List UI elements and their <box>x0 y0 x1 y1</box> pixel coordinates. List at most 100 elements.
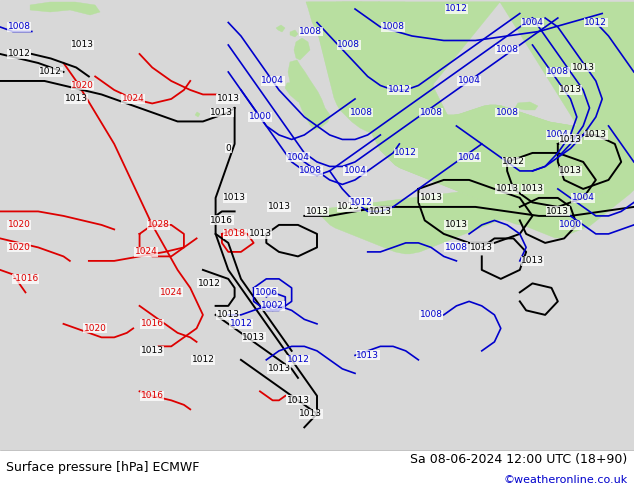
Text: 1004: 1004 <box>547 130 569 140</box>
Text: 1020: 1020 <box>8 220 30 229</box>
Polygon shape <box>306 2 500 18</box>
Text: 1013: 1013 <box>521 184 544 194</box>
Text: 1013: 1013 <box>141 346 164 355</box>
Text: 1013: 1013 <box>249 229 271 239</box>
Polygon shape <box>290 30 298 37</box>
Text: Surface pressure [hPa] ECMWF: Surface pressure [hPa] ECMWF <box>6 462 200 474</box>
Text: 1004: 1004 <box>572 194 595 202</box>
Text: 1012: 1012 <box>287 355 309 365</box>
Text: 1012: 1012 <box>394 148 417 157</box>
Polygon shape <box>306 2 634 254</box>
Polygon shape <box>30 2 100 15</box>
Text: 1020: 1020 <box>71 81 94 90</box>
Polygon shape <box>412 70 634 190</box>
Text: 1013: 1013 <box>217 95 240 103</box>
Polygon shape <box>378 2 634 220</box>
Text: 1016: 1016 <box>141 392 164 400</box>
Text: 1013: 1013 <box>71 41 94 49</box>
Text: 1013: 1013 <box>299 409 322 418</box>
Polygon shape <box>500 2 634 190</box>
Polygon shape <box>418 62 452 136</box>
Polygon shape <box>294 38 310 60</box>
Polygon shape <box>520 116 536 138</box>
Text: 1013: 1013 <box>356 351 379 360</box>
Text: 1024: 1024 <box>160 288 183 297</box>
Text: 1018: 1018 <box>223 229 246 239</box>
Text: 1004: 1004 <box>458 76 481 85</box>
Text: 1013: 1013 <box>496 184 519 194</box>
Text: 1004: 1004 <box>261 76 284 85</box>
Text: 1008: 1008 <box>496 108 519 117</box>
Polygon shape <box>552 134 588 165</box>
Text: 1013: 1013 <box>559 167 582 175</box>
Polygon shape <box>402 102 410 115</box>
Text: 1008: 1008 <box>350 108 373 117</box>
Text: 1002: 1002 <box>261 301 284 310</box>
Text: 1012: 1012 <box>502 157 525 167</box>
Text: -1016: -1016 <box>12 274 39 283</box>
Text: 1012: 1012 <box>585 18 607 27</box>
Text: 1013: 1013 <box>420 194 443 202</box>
Text: 1013: 1013 <box>242 333 265 342</box>
Text: 1008: 1008 <box>420 310 443 319</box>
Text: 1013: 1013 <box>559 135 582 144</box>
Text: 1016: 1016 <box>210 216 233 225</box>
Text: 0: 0 <box>226 144 231 153</box>
Text: 1013: 1013 <box>369 207 392 216</box>
Text: 1013: 1013 <box>306 207 328 216</box>
Polygon shape <box>308 2 387 132</box>
Text: 1020: 1020 <box>84 324 107 333</box>
Text: 1008: 1008 <box>8 23 30 31</box>
Polygon shape <box>195 112 200 117</box>
Text: ©weatheronline.co.uk: ©weatheronline.co.uk <box>503 475 628 485</box>
Text: 1013: 1013 <box>559 85 582 95</box>
Text: 1013: 1013 <box>217 310 240 319</box>
Text: 1008: 1008 <box>382 23 404 31</box>
Polygon shape <box>288 60 330 130</box>
Text: 1020: 1020 <box>8 243 30 252</box>
Text: 1013: 1013 <box>337 202 360 211</box>
Polygon shape <box>276 25 285 32</box>
Text: 1024: 1024 <box>122 95 145 103</box>
Text: 1008: 1008 <box>337 41 360 49</box>
Text: 1013: 1013 <box>268 202 290 211</box>
Text: 1008: 1008 <box>299 167 322 175</box>
Text: 1013: 1013 <box>223 194 246 202</box>
Text: 1016: 1016 <box>141 319 164 328</box>
Polygon shape <box>336 2 420 112</box>
Text: 1004: 1004 <box>521 18 544 27</box>
Text: 1008: 1008 <box>420 108 443 117</box>
Text: 1013: 1013 <box>547 207 569 216</box>
Text: 1012: 1012 <box>445 4 468 14</box>
Text: 1012: 1012 <box>388 85 411 95</box>
Text: 1013: 1013 <box>470 243 493 252</box>
Text: 1008: 1008 <box>547 68 569 76</box>
Polygon shape <box>428 52 440 62</box>
Text: 1013: 1013 <box>268 365 290 373</box>
Text: 1024: 1024 <box>134 247 157 256</box>
Polygon shape <box>515 102 538 110</box>
Text: Sa 08-06-2024 12:00 UTC (18+90): Sa 08-06-2024 12:00 UTC (18+90) <box>410 453 628 466</box>
Text: 1000: 1000 <box>249 112 271 122</box>
Text: 1008: 1008 <box>496 45 519 54</box>
Text: 1013: 1013 <box>445 220 468 229</box>
Text: 1000: 1000 <box>559 220 582 229</box>
Text: 1004: 1004 <box>458 153 481 162</box>
Text: 1013: 1013 <box>521 256 544 266</box>
Text: 1012: 1012 <box>191 355 214 365</box>
Text: 1006: 1006 <box>255 288 278 297</box>
Text: 1012: 1012 <box>350 198 373 207</box>
Text: 1004: 1004 <box>287 153 309 162</box>
Text: 1028: 1028 <box>147 220 170 229</box>
Text: 1013: 1013 <box>287 396 309 405</box>
Text: 1013: 1013 <box>210 108 233 117</box>
Polygon shape <box>405 80 417 95</box>
Text: 1004: 1004 <box>344 167 366 175</box>
Text: 1013: 1013 <box>572 63 595 72</box>
Polygon shape <box>544 122 554 132</box>
Text: 1012: 1012 <box>198 279 221 288</box>
Text: 1008: 1008 <box>445 243 468 252</box>
Polygon shape <box>342 2 418 95</box>
Text: 1013: 1013 <box>65 95 87 103</box>
Text: 1012: 1012 <box>8 49 30 58</box>
